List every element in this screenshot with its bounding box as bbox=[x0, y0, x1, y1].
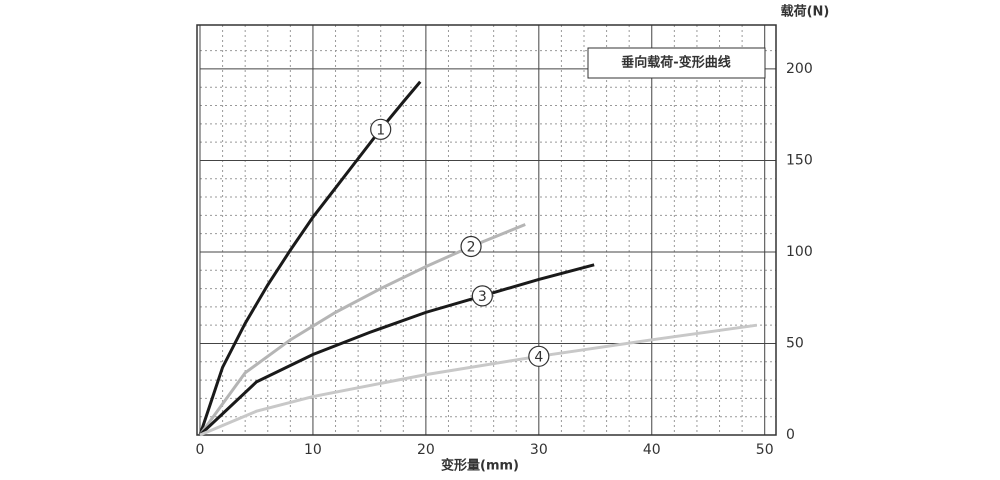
series-label-circle bbox=[460, 235, 482, 258]
chart-title: 垂向载荷-变形曲线 bbox=[621, 55, 730, 71]
y-axis-label: 载荷(N) bbox=[781, 4, 830, 20]
y-tick-label: 200 bbox=[786, 61, 813, 77]
y-tick-label: 0 bbox=[786, 427, 795, 443]
x-tick-label: 30 bbox=[530, 442, 548, 458]
x-tick-label: 40 bbox=[643, 442, 661, 458]
series-line bbox=[198, 223, 526, 436]
legend-label: 4 bbox=[534, 349, 543, 365]
series-label-circle bbox=[528, 345, 550, 367]
y-tick-label: 150 bbox=[786, 152, 813, 168]
y-tick-label: 100 bbox=[786, 244, 813, 260]
x-tick-label: 50 bbox=[756, 442, 774, 458]
y-tick-label: 50 bbox=[786, 335, 804, 351]
x-tick-label: 0 bbox=[196, 442, 205, 458]
legend-label: 2 bbox=[467, 239, 476, 255]
series-line bbox=[198, 80, 422, 436]
legend-label: 1 bbox=[376, 122, 385, 138]
x-tick-label: 10 bbox=[304, 442, 322, 458]
series-label-circle bbox=[471, 285, 493, 307]
plot-frame bbox=[196, 24, 777, 436]
x-tick-label: 20 bbox=[417, 442, 435, 458]
legend-label: 3 bbox=[478, 289, 487, 305]
title-box bbox=[587, 47, 766, 79]
series-line bbox=[198, 263, 595, 437]
x-axis-label: 变形量(mm) bbox=[441, 458, 519, 474]
series-label-circle bbox=[370, 118, 392, 140]
series-line bbox=[199, 323, 758, 437]
plot: 0 10 20 30 40 50 0 50 100 150 200 1 2 3 4 垂向载荷-变形曲线 bbox=[196, 24, 813, 458]
